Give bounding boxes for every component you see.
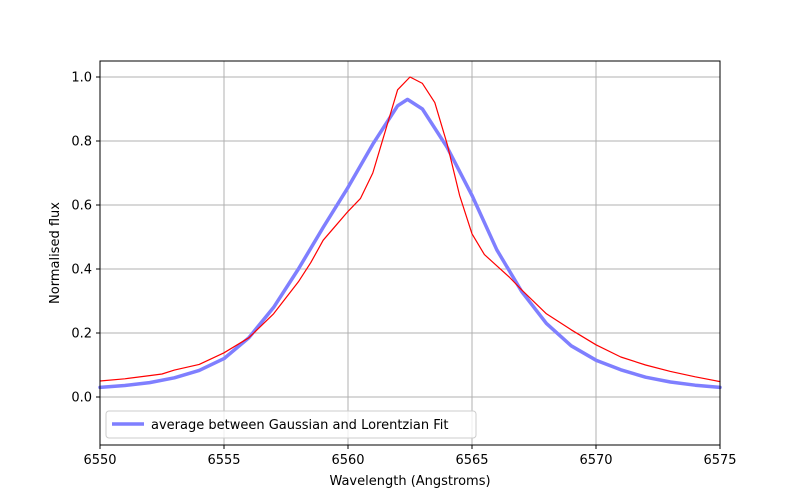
y-tick-label: 0.0 <box>71 391 92 406</box>
ticks: 6550 6555 6560 6565 6570 6575 0.0 0.2 0.4 0.6 0.8 1… <box>71 71 736 469</box>
y-tick-label: 1.0 <box>71 71 92 86</box>
fit-curve-line <box>98 97 722 390</box>
x-tick-label: 6570 <box>579 453 612 468</box>
plot-frame <box>99 60 721 446</box>
observed-spectrum-line <box>99 76 721 383</box>
series-layer <box>98 76 722 390</box>
x-tick-label: 6565 <box>455 453 488 468</box>
legend-label-fit: average between Gaussian and Lorentzian … <box>151 418 448 433</box>
y-tick-label: 0.8 <box>71 135 92 150</box>
y-tick-label: 0.6 <box>71 199 92 214</box>
x-tick-label: 6575 <box>703 453 736 468</box>
x-tick-label: 6555 <box>207 453 240 468</box>
x-tick-label: 6560 <box>331 453 364 468</box>
y-tick-label: 0.4 <box>71 263 92 278</box>
legend: average between Gaussian and Lorentzian … <box>105 410 477 439</box>
y-tick-label: 0.2 <box>71 327 92 342</box>
x-axis-label: Wavelength (Angstroms) <box>329 474 490 489</box>
x-tick-label: 6550 <box>83 453 116 468</box>
y-axis-label: Normalised flux <box>48 202 63 304</box>
legend-box <box>105 410 477 439</box>
grid <box>99 61 721 445</box>
